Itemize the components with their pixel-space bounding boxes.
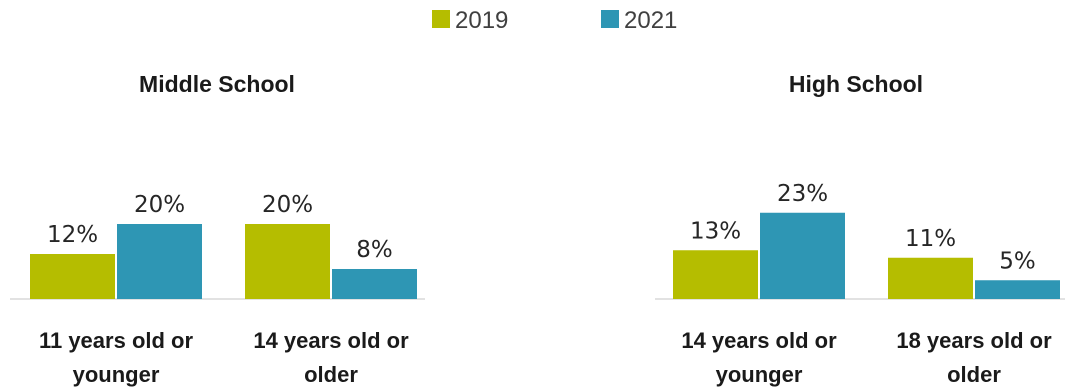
panel-high-school: High School 13% 23% 14 years old or younger 1…: [655, 71, 1065, 387]
bar-2019-0: [30, 254, 115, 299]
panel-middle-school: Middle School 12% 20% 11 years old or younge…: [10, 71, 425, 387]
bar-2021-0: [117, 224, 202, 299]
category-label: older: [304, 362, 358, 387]
legend: 2019 2021: [432, 7, 677, 34]
data-label-2021-1: 8%: [356, 237, 393, 263]
bar-2021-0: [760, 212, 845, 299]
panel-title: Middle School: [139, 71, 295, 97]
bar-2019-0: [673, 250, 758, 299]
category-label: younger: [73, 362, 160, 387]
data-label-2019-0: 13%: [690, 218, 741, 244]
data-label-2021-1: 5%: [999, 248, 1036, 274]
legend-label-2021: 2021: [624, 7, 677, 34]
category-label: younger: [716, 362, 803, 387]
chart-panels: Middle School 12% 20% 11 years old or younge…: [10, 71, 1065, 387]
legend-swatch-2019: [432, 10, 450, 28]
data-label-2021-0: 23%: [777, 181, 828, 207]
category-label: 11 years old or: [39, 328, 194, 353]
legend-label-2019: 2019: [455, 7, 508, 34]
bar-2021-1: [975, 280, 1060, 299]
legend-swatch-2021: [601, 10, 619, 28]
category-label: older: [947, 362, 1001, 387]
bar-2019-1: [888, 257, 973, 299]
data-label-2019-1: 11%: [905, 226, 956, 252]
data-label-2019-0: 12%: [47, 222, 98, 248]
category-label: 14 years old or: [253, 328, 409, 353]
panel-title: High School: [789, 71, 923, 97]
bar-2019-1: [245, 224, 330, 299]
data-label-2019-1: 20%: [262, 192, 313, 218]
data-label-2021-0: 20%: [134, 192, 185, 218]
category-label: 14 years old or: [681, 328, 837, 353]
category-label: 18 years old or: [896, 328, 1052, 353]
bar-2021-1: [332, 269, 417, 299]
